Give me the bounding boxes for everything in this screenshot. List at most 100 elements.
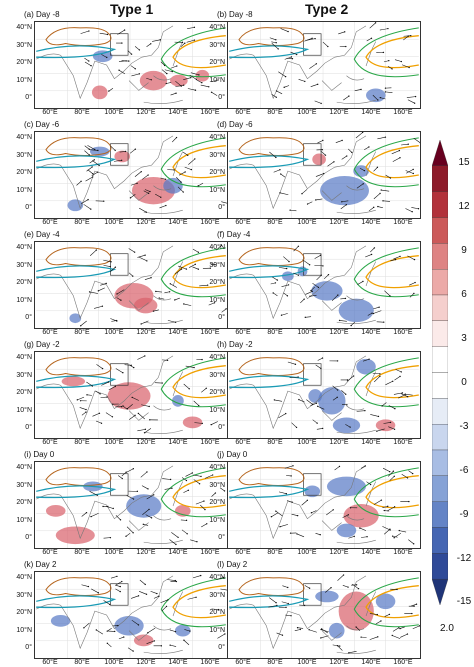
colorbar-tick-label: -15	[456, 596, 472, 608]
subtropical-high-contour-orange	[172, 255, 226, 289]
wind-vector	[174, 268, 182, 275]
lon-tick-label: 100°E	[104, 329, 124, 336]
wind-vector-head	[301, 193, 303, 195]
wind-vector	[95, 390, 101, 395]
wind-vector	[403, 35, 409, 41]
wind-vector	[130, 182, 138, 186]
wind-vector-head	[311, 290, 313, 293]
wind-vector-head	[399, 627, 401, 630]
wind-vector	[356, 183, 364, 189]
wind-vector-head	[121, 477, 123, 480]
subtropical-high-contour-orange	[365, 365, 419, 399]
wind-vector	[130, 65, 136, 70]
wind-vector	[359, 527, 367, 531]
negative-anomaly	[320, 175, 369, 206]
wind-vector	[280, 173, 286, 178]
wind-vector-head	[360, 636, 362, 638]
wind-vector-head	[194, 158, 196, 160]
wind-vector-head	[404, 393, 406, 395]
wind-vector	[89, 149, 98, 151]
wind-vector-head	[362, 280, 364, 283]
wind-vector	[392, 627, 399, 632]
wind-vector	[369, 636, 378, 640]
wind-vector-head	[114, 149, 116, 152]
wind-vector-head	[102, 505, 104, 508]
negative-anomaly	[163, 177, 183, 194]
map-panel: (c) Day -6 40°N 30°N 20°N 10°N 0° 60°E 80°E 100°…	[16, 120, 228, 226]
lat-tick-label: 40°N	[209, 244, 225, 251]
jet-contour	[229, 155, 310, 169]
map-panel: (e) Day -4 40°N 30°N 20°N 10°N 0° 60°E 80°E 100°…	[16, 230, 228, 336]
wind-vector-head	[294, 363, 297, 366]
wind-vector	[325, 587, 332, 593]
wind-vector-head	[80, 325, 82, 327]
lon-tick-label: 80°E	[74, 109, 90, 116]
lon-tick-label: 140°E	[168, 329, 188, 336]
wind-vector	[183, 489, 189, 493]
wind-vector-head	[400, 371, 402, 373]
wind-vector	[411, 207, 419, 210]
wind-vector-head	[195, 596, 197, 598]
wind-vector-head	[321, 357, 324, 359]
wind-vector-head	[85, 411, 87, 413]
wind-vector	[320, 150, 326, 156]
wind-vector	[312, 419, 318, 424]
wind-vector-head	[158, 595, 160, 597]
wind-vector	[323, 274, 329, 280]
wind-vector-head	[417, 208, 420, 210]
wind-vector	[382, 506, 388, 508]
negative-anomaly	[328, 622, 345, 639]
wind-vector-head	[320, 637, 322, 639]
wind-vector-head	[97, 171, 99, 173]
wind-vector-head	[414, 281, 416, 284]
subtropical-high-contour-green	[160, 357, 226, 408]
wind-vector	[143, 524, 149, 526]
wind-vector	[273, 292, 278, 297]
lat-tick-label: 0°	[25, 424, 32, 432]
wind-vector	[405, 393, 413, 396]
wind-vector	[408, 539, 414, 545]
wind-vector	[357, 281, 364, 285]
wind-vector	[315, 533, 321, 535]
wind-vector	[381, 189, 390, 192]
plateau-contour	[238, 357, 305, 376]
lon-tick-label: 160°E	[200, 549, 220, 556]
wind-vector	[134, 46, 140, 51]
wind-vector	[193, 474, 202, 477]
map-canvas	[227, 351, 421, 439]
wind-vector-head	[185, 479, 188, 482]
positive-anomaly	[91, 85, 108, 100]
wind-vector-head	[108, 90, 110, 92]
wind-vector-head	[120, 406, 123, 408]
wind-vector-head	[317, 286, 320, 289]
wind-vector	[279, 192, 289, 196]
wind-vector-head	[370, 37, 373, 39]
wind-vector	[89, 491, 98, 496]
plateau-contour	[45, 27, 112, 46]
wind-vector-head	[171, 70, 173, 73]
wind-vector	[268, 605, 277, 608]
wind-vector	[200, 84, 209, 88]
wind-vector-head	[107, 381, 110, 383]
wind-vector-head	[310, 289, 312, 292]
wind-vector	[389, 476, 395, 481]
wind-vector	[217, 633, 226, 639]
wind-vector	[384, 290, 391, 297]
wind-vector-head	[134, 414, 136, 417]
wind-vector-head	[275, 90, 278, 92]
wind-vector-head	[384, 136, 387, 138]
negative-anomaly	[126, 494, 162, 518]
wind-vector	[302, 259, 310, 265]
lon-tick-label: 160°E	[393, 439, 413, 446]
wind-vector	[314, 100, 322, 104]
wind-vector-head	[161, 382, 163, 384]
wind-vector-head	[377, 636, 379, 638]
wind-vector-head	[155, 290, 157, 293]
lon-tick-label: 140°E	[168, 549, 188, 556]
wind-vector-head	[314, 37, 316, 40]
wind-vector	[180, 42, 186, 47]
wind-vector	[141, 404, 150, 407]
coastline	[36, 575, 184, 654]
lon-tick-label: 120°E	[136, 219, 156, 226]
wind-vector	[127, 404, 133, 409]
